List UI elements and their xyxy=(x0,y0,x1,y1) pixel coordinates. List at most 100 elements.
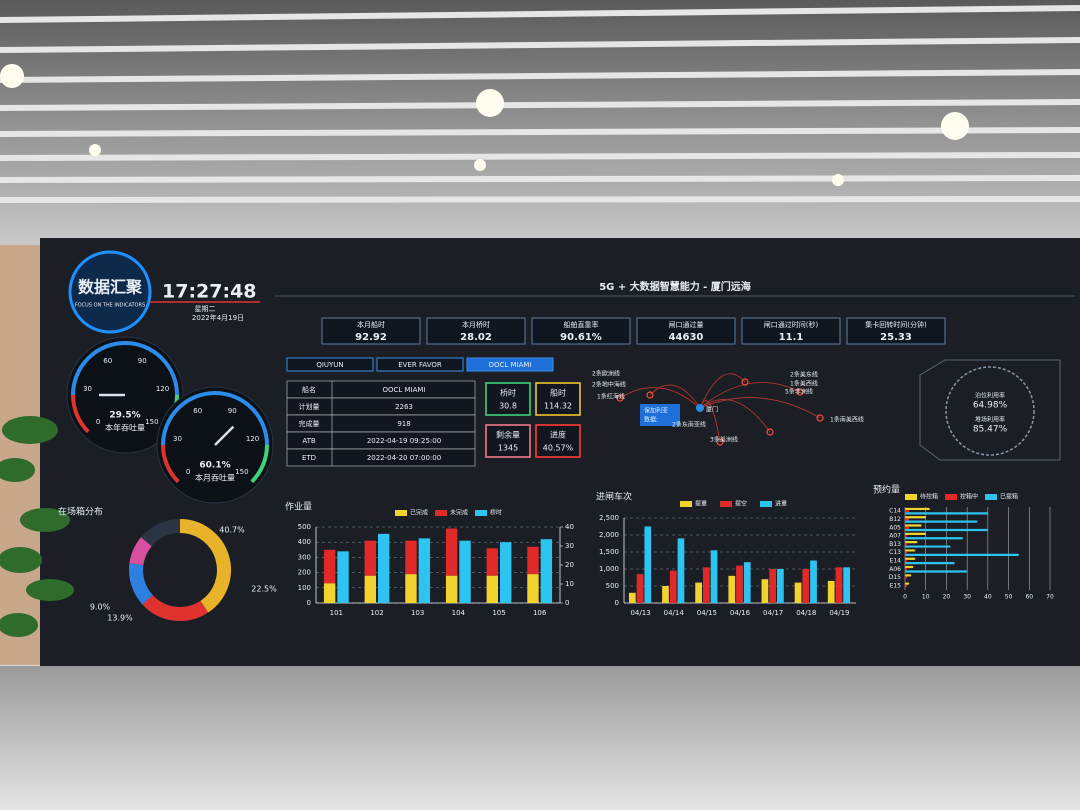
y-tick-label: 200 xyxy=(298,569,311,577)
legend-label: 桥时 xyxy=(490,509,502,517)
bar xyxy=(905,516,926,519)
kpi-box xyxy=(426,317,526,345)
bar xyxy=(905,568,908,571)
table-cell: 船名 xyxy=(302,385,316,394)
y-tick-label: 0 xyxy=(307,599,311,607)
gauge-tick-label: 30 xyxy=(83,385,92,393)
bar xyxy=(769,569,777,603)
gauge-label: 本月吞吐量 xyxy=(195,473,235,483)
ship-tab-label[interactable]: EVER FAVOR xyxy=(398,361,442,369)
port-marker xyxy=(766,428,774,436)
stat-label: 船时 xyxy=(550,388,566,398)
y-tick-label: A07 xyxy=(889,533,901,540)
legend-swatch xyxy=(905,494,917,500)
gauge-tick-label: 150 xyxy=(235,468,248,476)
y-tick-label: 2,500 xyxy=(599,514,619,522)
route-line xyxy=(699,397,821,419)
bar xyxy=(669,570,677,603)
ceiling-slats xyxy=(0,5,1080,203)
bar-segment xyxy=(405,574,417,603)
bar xyxy=(794,582,802,603)
legend-swatch xyxy=(395,510,407,516)
y-tick-label: 300 xyxy=(298,553,311,561)
route-line xyxy=(699,382,801,409)
map-label: 保加利亚 xyxy=(644,407,668,415)
map-label: 2条东南亚线 xyxy=(672,421,706,429)
stat-value: 40.57% xyxy=(543,444,574,453)
bar-segment xyxy=(364,540,376,576)
y2-tick-label: 20 xyxy=(565,561,574,569)
bar xyxy=(905,518,910,521)
x-tick-label: 104 xyxy=(452,609,466,617)
bar xyxy=(905,545,951,548)
bar xyxy=(905,582,910,585)
x-tick-label: 40 xyxy=(984,594,992,601)
kpi-value: 44630 xyxy=(669,332,704,343)
legend-swatch xyxy=(760,501,772,507)
route-line xyxy=(699,373,746,409)
bar xyxy=(540,539,553,603)
x-tick-label: 20 xyxy=(943,594,951,601)
gauge-value: 29.5% xyxy=(109,411,140,421)
bar xyxy=(636,574,644,603)
bar xyxy=(905,576,908,579)
bar xyxy=(905,584,908,587)
kpi-value: 92.92 xyxy=(355,332,387,343)
y-tick-label: E15 xyxy=(890,582,902,589)
donut-label: 13.9% xyxy=(107,614,133,623)
kpi-value: 11.1 xyxy=(779,332,804,343)
x-tick-label: 10 xyxy=(922,594,930,601)
ship-tab[interactable] xyxy=(376,357,464,372)
ship-tab[interactable] xyxy=(466,357,554,372)
ship-tab-label[interactable]: QIUYUN xyxy=(316,361,343,369)
bar xyxy=(835,567,843,603)
bar xyxy=(500,542,512,603)
stat-box xyxy=(535,382,581,416)
ceiling xyxy=(0,0,1080,245)
kpi-label: 闸口通过量 xyxy=(669,320,704,329)
gauge-tick-label: 60 xyxy=(103,357,112,365)
utilization-value: 64.98% xyxy=(973,401,1008,411)
y-tick-label: C13 xyxy=(889,549,901,556)
bar xyxy=(761,579,769,603)
y-tick-label: A06 xyxy=(889,566,901,573)
y-tick-label: 1,500 xyxy=(599,548,619,556)
port-marker xyxy=(741,378,749,386)
bar-segment xyxy=(323,549,336,584)
table-cell: 计划量 xyxy=(299,402,320,411)
utilization-value: 85.47% xyxy=(973,425,1008,435)
table-cell: 918 xyxy=(397,420,410,428)
legend-swatch xyxy=(720,501,732,507)
y2-tick-label: 10 xyxy=(565,580,574,588)
wall xyxy=(0,245,40,665)
route-line xyxy=(619,387,701,409)
bar xyxy=(843,567,851,603)
y-tick-label: 500 xyxy=(606,582,619,590)
bar xyxy=(905,559,908,563)
x-tick-label: 04/13 xyxy=(630,609,650,617)
bar xyxy=(378,533,390,603)
donut-label: 40.7% xyxy=(219,526,245,535)
bar xyxy=(905,553,1019,556)
port-marker xyxy=(716,438,724,446)
x-tick-label: 04/17 xyxy=(763,609,783,617)
ship-tab[interactable] xyxy=(286,357,374,372)
bar xyxy=(628,592,636,603)
table-cell: OOCL MIAMI xyxy=(382,386,425,394)
legend-label: 提空 xyxy=(735,500,747,508)
bar xyxy=(662,586,669,603)
kpi-box xyxy=(846,317,946,345)
bar xyxy=(905,562,955,565)
bar-segment xyxy=(405,540,417,575)
map-label: 1条南美西线 xyxy=(830,416,864,424)
map-tooltip xyxy=(640,404,680,426)
y-tick-label: 1,000 xyxy=(599,565,619,573)
map-label: 2条欧洲线 xyxy=(592,370,620,378)
gauge-arc xyxy=(71,394,90,434)
x-tick-label: 04/19 xyxy=(829,609,849,617)
gauge-tick-label: 30 xyxy=(173,435,182,443)
ship-tab-label[interactable]: OOCL MIAMI xyxy=(488,361,531,369)
logo-title: 数据汇聚 xyxy=(78,278,143,297)
y2-tick-label: 30 xyxy=(565,542,574,550)
